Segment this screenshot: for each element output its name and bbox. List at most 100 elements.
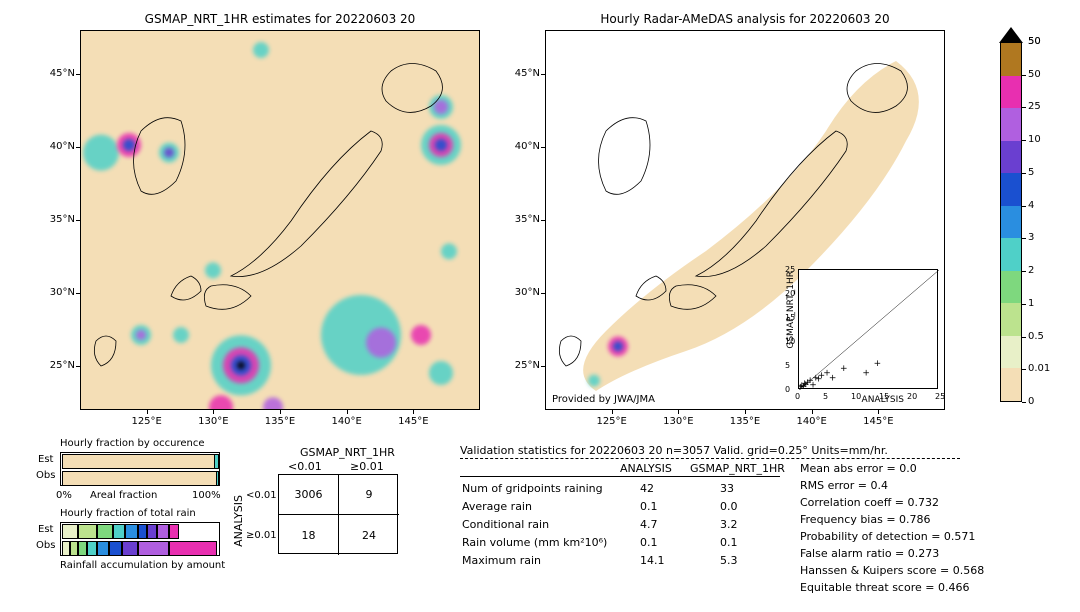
val-metric: Mean abs error = 0.0 — [800, 462, 917, 475]
occ-areal: Areal fraction — [90, 490, 157, 501]
matrix-row-header: ANALYSIS — [232, 495, 245, 547]
colorbar-seg — [1001, 43, 1021, 76]
matrix-row1: ≥0.01 — [246, 530, 277, 541]
val-metric: False alarm ratio = 0.273 — [800, 547, 939, 560]
val-row-a: 14.1 — [640, 554, 665, 567]
val-row-label: Average rain — [462, 500, 532, 513]
val-col2: GSMAP_NRT_1HR — [690, 462, 785, 475]
colorbar-label: 2 — [1028, 265, 1034, 276]
val-row-label: Maximum rain — [462, 554, 541, 567]
ytick: 35°N — [45, 214, 75, 225]
colorbar-seg — [1001, 271, 1021, 304]
ytick: 40°N — [510, 141, 540, 152]
svg-text:+: + — [874, 359, 882, 369]
colorbar-label: 0.01 — [1028, 363, 1050, 374]
colorbar-label: 4 — [1028, 200, 1034, 211]
val-row-b: 5.3 — [720, 554, 738, 567]
hourly-occ-title: Hourly fraction by occurence — [60, 438, 204, 449]
val-metric: Probability of detection = 0.571 — [800, 530, 975, 543]
matrix-00: 3006 — [279, 475, 339, 515]
ytick: 35°N — [510, 214, 540, 225]
colorbar-seg — [1001, 238, 1021, 271]
colorbar-label: 0.5 — [1028, 331, 1044, 342]
val-metric: RMS error = 0.4 — [800, 479, 888, 492]
ytick: 40°N — [45, 141, 75, 152]
ytick: 30°N — [45, 287, 75, 298]
colorbar-label: 25 — [1028, 101, 1041, 112]
rain-est-label: Est — [38, 524, 53, 535]
svg-text:+: + — [829, 373, 837, 383]
hourly-occ-panel — [60, 452, 220, 486]
val-metric: Equitable threat score = 0.466 — [800, 581, 969, 594]
ytick: 30°N — [510, 287, 540, 298]
colorbar-seg — [1001, 336, 1021, 369]
colorbar-label: 3 — [1028, 232, 1034, 243]
colorbar-label: 50 — [1028, 69, 1041, 80]
colorbar-label: 0 — [1028, 396, 1034, 407]
ytick: 45°N — [510, 68, 540, 79]
matrix-row0: <0.01 — [246, 490, 277, 501]
svg-text:+: + — [799, 383, 804, 390]
provided-by-label: Provided by JWA/JMA — [552, 394, 655, 405]
colorbar — [1000, 42, 1022, 402]
left-map — [80, 30, 480, 410]
scatter-xlabel: ANALYSIS — [862, 395, 904, 405]
rain-footer: Rainfall accumulation by amount — [60, 560, 225, 571]
xtick: 135°E — [725, 416, 765, 427]
xtick: 125°E — [592, 416, 632, 427]
val-row-b: 3.2 — [720, 518, 738, 531]
colorbar-seg — [1001, 141, 1021, 174]
contingency-matrix: 3006 9 18 24 — [278, 474, 398, 554]
val-row-a: 0.1 — [640, 500, 658, 513]
colorbar-label: 10 — [1028, 134, 1041, 145]
colorbar-label: 5 — [1028, 167, 1034, 178]
hourly-rain-panel — [60, 522, 220, 556]
ytick: 45°N — [45, 68, 75, 79]
rain-obs-label: Obs — [36, 540, 55, 551]
colorbar-seg — [1001, 108, 1021, 141]
val-metric: Frequency bias = 0.786 — [800, 513, 931, 526]
matrix-col-header: GSMAP_NRT_1HR — [300, 446, 395, 459]
colorbar-seg — [1001, 206, 1021, 239]
right-map: Provided by JWA/JMA ++++++++++++++++ 051… — [545, 30, 945, 410]
hourly-rain-title: Hourly fraction of total rain — [60, 508, 196, 519]
validation-divider — [460, 458, 960, 459]
val-div2 — [460, 476, 780, 477]
matrix-10: 18 — [279, 515, 339, 555]
val-row-label: Conditional rain — [462, 518, 549, 531]
xtick: 140°E — [327, 416, 367, 427]
colorbar-seg — [1001, 173, 1021, 206]
val-row-b: 33 — [720, 482, 734, 495]
ytick: 25°N — [510, 360, 540, 371]
occ-100pct: 100% — [192, 490, 221, 501]
occ-est-label: Est — [38, 454, 53, 465]
val-row-label: Num of gridpoints raining — [462, 482, 603, 495]
val-col1: ANALYSIS — [620, 462, 672, 475]
colorbar-label: 1 — [1028, 298, 1034, 309]
matrix-01: 9 — [339, 475, 399, 515]
val-row-b: 0.0 — [720, 500, 738, 513]
val-row-b: 0.1 — [720, 536, 738, 549]
occ-0pct: 0% — [56, 490, 72, 501]
xtick: 145°E — [858, 416, 898, 427]
occ-obs-label: Obs — [36, 470, 55, 481]
matrix-col1: ≥0.01 — [350, 460, 384, 473]
val-row-a: 4.7 — [640, 518, 658, 531]
xtick: 135°E — [260, 416, 300, 427]
val-row-label: Rain volume (mm km²10⁶) — [462, 536, 607, 549]
xtick: 140°E — [792, 416, 832, 427]
svg-text:+: + — [862, 369, 870, 379]
colorbar-seg — [1001, 303, 1021, 336]
val-row-a: 42 — [640, 482, 654, 495]
svg-text:+: + — [840, 364, 848, 374]
colorbar-label: 50 — [1028, 36, 1041, 47]
xtick: 130°E — [658, 416, 698, 427]
svg-text:+: + — [815, 374, 823, 384]
val-row-a: 0.1 — [640, 536, 658, 549]
xtick: 130°E — [193, 416, 233, 427]
colorbar-seg — [1001, 76, 1021, 109]
right-map-title: Hourly Radar-AMeDAS analysis for 2022060… — [545, 12, 945, 26]
val-metric: Correlation coeff = 0.732 — [800, 496, 939, 509]
scatter-inset: ++++++++++++++++ 0510152025 0510152025 — [798, 269, 938, 389]
xtick: 125°E — [127, 416, 167, 427]
